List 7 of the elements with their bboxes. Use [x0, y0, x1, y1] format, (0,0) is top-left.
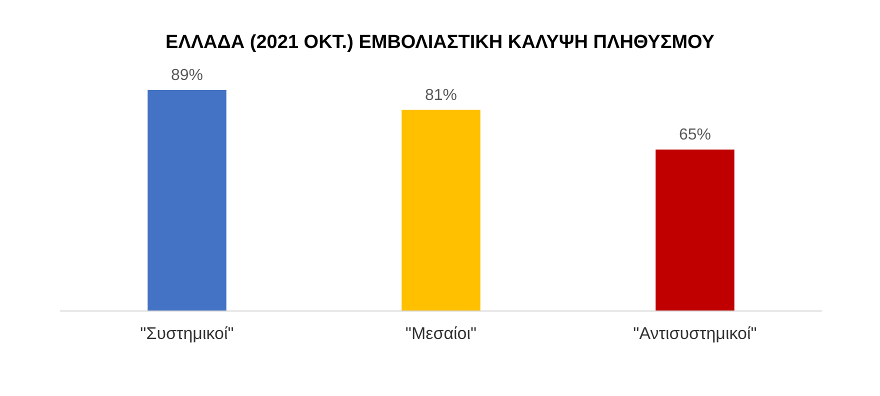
data-label: 65% [678, 126, 712, 144]
x-tick-label: "Συστημικοί" [140, 324, 234, 343]
data-label: 81% [424, 86, 458, 104]
chart-title: ΕΛΛΑΔΑ (2021 ΟΚΤ.) ΕΜΒΟΛΙΑΣΤΙΚΗ ΚΑΛΥΨΗ ΠΛΗΘΥΣΜΟΥ [166, 32, 715, 53]
x-tick-label: "Μεσαίοι" [405, 324, 477, 343]
data-label: 89% [170, 67, 204, 84]
x-tick-label: "Αντισυστημικοί" [633, 324, 757, 343]
